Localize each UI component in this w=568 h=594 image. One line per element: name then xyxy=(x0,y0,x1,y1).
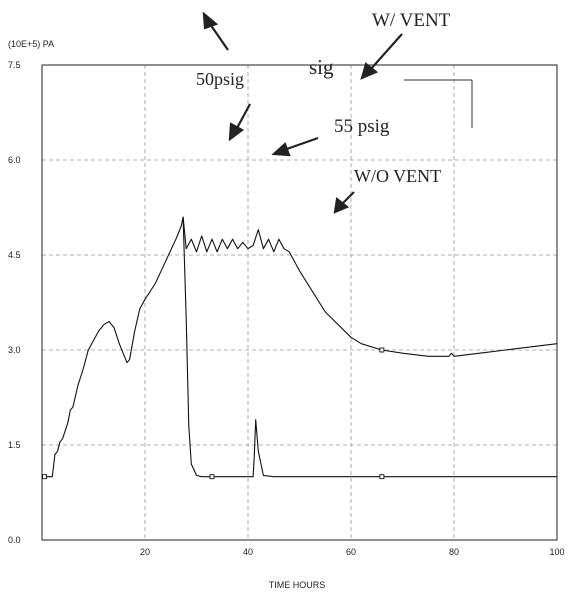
series-lines xyxy=(42,216,558,480)
y-tick-label: 7.5 xyxy=(8,60,21,70)
annotation-55psig: 55 psig xyxy=(334,116,390,137)
annotations: W/ VENT sig 50psig 55 psig W/O VENT xyxy=(196,10,473,214)
arrow-wo-vent xyxy=(333,191,355,214)
arrow-top-left xyxy=(202,11,229,51)
x-tick-label: 20 xyxy=(140,547,150,557)
x-axis-label: TIME HOURS xyxy=(269,580,326,590)
y-tick-label: 4.5 xyxy=(8,250,21,260)
grid-lines xyxy=(42,65,557,540)
tick-labels: 20 40 60 80 100 0.0 1.5 3.0 4.5 6.0 7.5 xyxy=(8,60,565,557)
series-line-0 xyxy=(42,216,557,478)
data-point-marker xyxy=(379,347,385,353)
y-tick-label: 3.0 xyxy=(8,345,21,355)
y-tick-label: 1.5 xyxy=(8,440,21,450)
annotation-sig: sig xyxy=(309,55,334,79)
data-point-marker xyxy=(209,474,215,480)
arrow-55psig xyxy=(271,136,319,157)
annotation-50psig: 50psig xyxy=(196,69,244,89)
annotation-w-vent: W/ VENT xyxy=(372,10,451,31)
annotation-wo-vent: W/O VENT xyxy=(354,166,441,186)
plot-frame xyxy=(41,64,558,541)
y-tick-label: 6.0 xyxy=(8,155,21,165)
x-tick-label: 40 xyxy=(243,547,253,557)
arrow-50psig xyxy=(228,103,251,142)
data-point-marker xyxy=(42,474,48,480)
y-axis-label: (10E+5) PA xyxy=(8,39,54,49)
data-point-marker xyxy=(379,474,385,480)
arrow-w-vent xyxy=(360,33,403,80)
x-tick-label: 60 xyxy=(346,547,356,557)
y-tick-label: 0.0 xyxy=(8,535,21,545)
series-line-1 xyxy=(182,216,558,357)
x-tick-label: 100 xyxy=(549,547,564,557)
x-tick-label: 80 xyxy=(449,547,459,557)
